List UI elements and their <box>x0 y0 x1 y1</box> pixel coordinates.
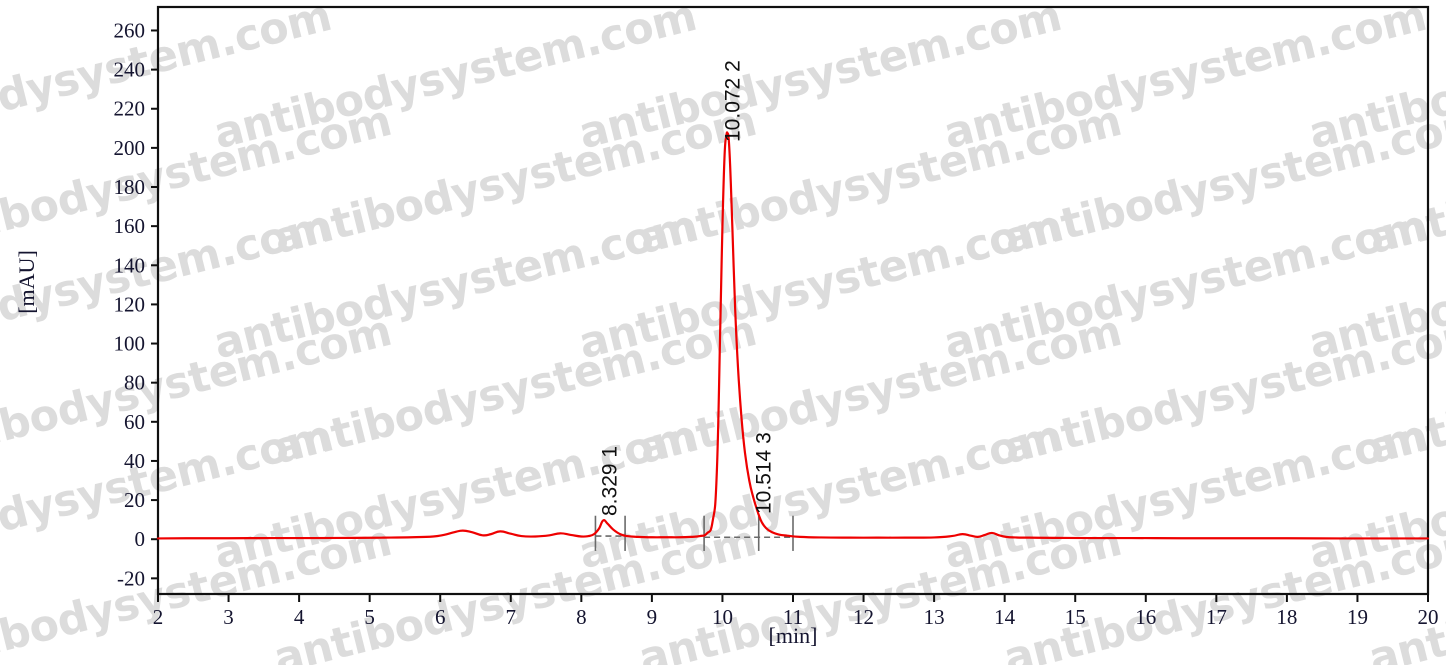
y-tick-label: -20 <box>117 566 145 590</box>
y-tick-label: 60 <box>124 410 145 434</box>
integration-baselines <box>594 515 794 551</box>
y-tick-label: 260 <box>114 18 146 42</box>
plot-frame <box>156 5 1430 596</box>
x-tick-label: 2 <box>153 605 164 629</box>
x-tick-label: 18 <box>1276 605 1297 629</box>
x-tick-label: 16 <box>1135 605 1156 629</box>
y-tick-label: 160 <box>114 214 146 238</box>
x-tick-label: 9 <box>647 605 658 629</box>
y-tick-label: 120 <box>114 292 146 316</box>
y-tick-label: 80 <box>124 371 145 395</box>
x-tick-label: 20 <box>1418 605 1439 629</box>
x-axis-title: [min] <box>769 623 818 648</box>
x-tick-label: 6 <box>435 605 446 629</box>
y-tick-label: 100 <box>114 332 146 356</box>
x-tick-label: 8 <box>576 605 587 629</box>
y-tick-label: 0 <box>135 527 146 551</box>
x-tick-label: 3 <box>223 605 234 629</box>
peak-label-3: 10.514 3 <box>753 432 776 514</box>
y-tick-label: 240 <box>114 58 146 82</box>
x-tick-label: 13 <box>924 605 945 629</box>
uv-trace <box>156 131 1430 540</box>
y-tick-label: 20 <box>124 488 145 512</box>
y-tick-label: 200 <box>114 136 146 160</box>
x-tick-label: 10 <box>712 605 733 629</box>
x-tick-label: 7 <box>506 605 517 629</box>
y-tick-label: 140 <box>114 253 146 277</box>
x-tick-label: 5 <box>364 605 375 629</box>
y-tick-label: 220 <box>114 97 146 121</box>
peak-label-1: 8.329 1 <box>599 446 622 516</box>
x-tick-label: 19 <box>1347 605 1368 629</box>
y-axis-title: [mAU] <box>14 250 39 314</box>
x-tick-label: 4 <box>294 605 305 629</box>
x-tick-label: 11 <box>783 605 803 629</box>
y-tick-label: 40 <box>124 449 145 473</box>
y-tick-label: 180 <box>114 175 146 199</box>
y-axis-ticks: -20 0 20 40 60 80 100 120 140 160 180 200 220 240 260 <box>114 18 158 590</box>
peak-label-2: 10.072 2 <box>722 60 745 142</box>
x-axis-ticks: 2 3 4 5 6 7 8 9 10 11 12 13 14 15 16 17 18 19 20 <box>153 594 1439 629</box>
peak-labels: 8.329 1 10.072 2 10.514 3 <box>599 60 776 516</box>
x-tick-label: 15 <box>1065 605 1086 629</box>
x-tick-label: 14 <box>994 605 1016 629</box>
x-tick-label: 17 <box>1206 605 1227 629</box>
x-tick-label: 12 <box>853 605 874 629</box>
